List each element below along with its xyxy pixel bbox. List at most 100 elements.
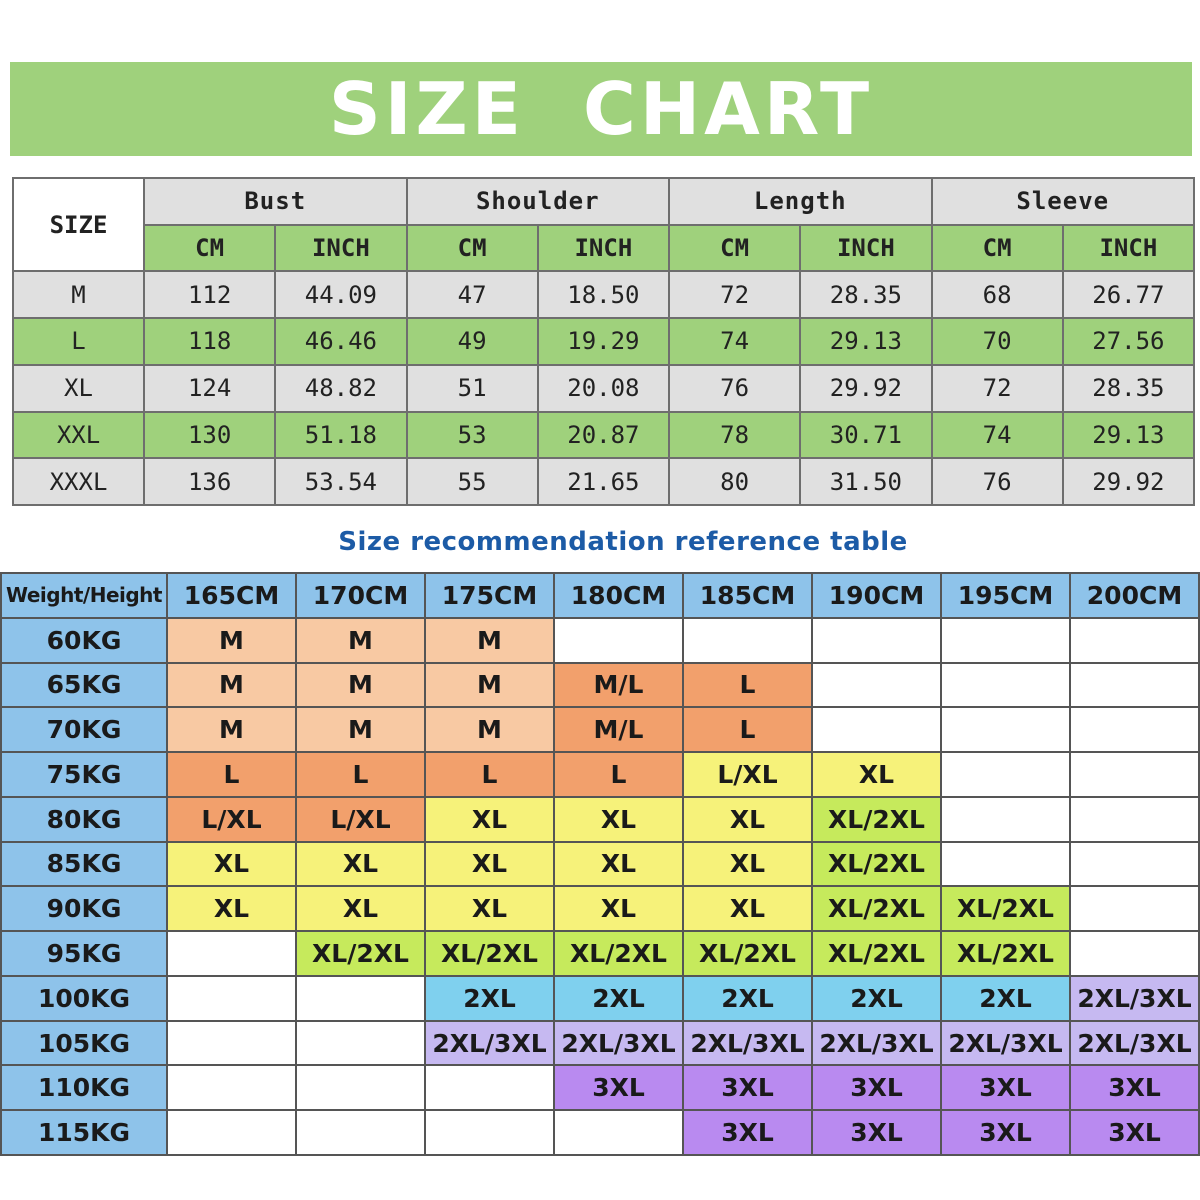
- recommended-size-cell: [1069, 706, 1200, 754]
- table-row: 60KG M M M: [0, 616, 1200, 664]
- table-row: 100KG 2XL 2XL 2XL 2XL 2XL 2XL/3XL: [0, 974, 1200, 1022]
- recommended-size-cell: 2XL/3XL: [811, 1019, 942, 1067]
- height-header: 175CM: [424, 572, 555, 619]
- measurement-cell: 28.35: [799, 270, 933, 320]
- table-row: 85KG XL XL XL XL XL XL/2XL: [0, 840, 1200, 888]
- recommended-size-cell: XL: [553, 795, 684, 843]
- page-title: SIZE CHART: [328, 67, 874, 151]
- recommended-size-cell: [682, 616, 813, 664]
- unit-header: INCH: [274, 223, 408, 273]
- measurement-cell: 30.71: [799, 410, 933, 460]
- measurement-cell: 72: [667, 270, 802, 320]
- recommended-size-cell: 2XL/3XL: [682, 1019, 813, 1067]
- recommended-size-cell: 2XL: [553, 974, 684, 1022]
- recommended-size-cell: [166, 1019, 297, 1067]
- recommended-size-cell: [940, 751, 1071, 798]
- size-column-header: SIZE: [12, 176, 145, 273]
- size-label: XXL: [12, 410, 145, 460]
- recommended-size-cell: XL: [553, 840, 684, 888]
- measurement-cell: 112: [142, 270, 277, 320]
- recommended-size-cell: 3XL: [553, 1064, 684, 1112]
- height-header: 170CM: [295, 572, 426, 619]
- measure-group-header: Length: [668, 177, 933, 226]
- recommended-size-cell: XL: [424, 795, 555, 843]
- recommended-size-cell: [553, 616, 684, 664]
- recommended-size-cell: 2XL: [811, 974, 942, 1022]
- weight-label: 65KG: [0, 661, 168, 709]
- measurement-cell: 74: [667, 317, 802, 366]
- recommended-size-cell: 2XL/3XL: [424, 1019, 555, 1067]
- weight-label: 115KG: [0, 1109, 168, 1156]
- table-row: L 118 46.46 49 19.29 74 29.13 70 27.56: [12, 317, 1196, 366]
- recommended-size-cell: [553, 1109, 684, 1156]
- recommended-size-cell: [811, 706, 942, 754]
- recommended-size-cell: XL: [424, 885, 555, 933]
- height-header: 195CM: [940, 572, 1071, 619]
- measurement-cell: 19.29: [536, 317, 671, 366]
- measurement-cell: 46.46: [274, 317, 408, 366]
- recommended-size-cell: 2XL: [682, 974, 813, 1022]
- recommended-size-cell: [940, 661, 1071, 709]
- recommended-size-cell: [166, 1064, 297, 1112]
- measurement-cell: 20.08: [536, 363, 671, 413]
- weight-label: 75KG: [0, 751, 168, 798]
- table-row: XXXL 136 53.54 55 21.65 80 31.50 76 29.92: [12, 457, 1196, 506]
- size-recommendation-table: Weight/Height 165CM 170CM 175CM 180CM 185CM 19…: [0, 572, 1200, 1156]
- measurement-cell: 44.09: [274, 270, 408, 320]
- title-banner: SIZE CHART: [10, 62, 1192, 156]
- weight-label: 80KG: [0, 795, 168, 843]
- recommended-size-cell: [1069, 930, 1200, 977]
- table-row: 80KG L/XL L/XL XL XL XL XL/2XL: [0, 795, 1200, 843]
- measurement-cell: 68: [930, 270, 1064, 320]
- recommended-size-cell: XL/2XL: [940, 930, 1071, 977]
- measurement-cell: 78: [667, 410, 802, 460]
- size-label: L: [12, 317, 145, 366]
- recommended-size-cell: [295, 1019, 426, 1067]
- recommended-size-cell: L/XL: [682, 751, 813, 798]
- recommended-size-cell: L: [295, 751, 426, 798]
- recommended-size-cell: [811, 661, 942, 709]
- recommended-size-cell: L: [166, 751, 297, 798]
- measurement-cell: 29.92: [1061, 457, 1196, 506]
- measurement-cell: 80: [667, 457, 802, 506]
- recommended-size-cell: 3XL: [940, 1109, 1071, 1156]
- recommended-size-cell: XL/2XL: [811, 840, 942, 888]
- recommended-size-cell: 3XL: [811, 1109, 942, 1156]
- measurement-cell: 21.65: [536, 457, 671, 506]
- table-row: M 112 44.09 47 18.50 72 28.35 68 26.77: [12, 270, 1196, 320]
- recommended-size-cell: M: [424, 616, 555, 664]
- recommended-size-cell: XL: [682, 840, 813, 888]
- measurement-cell: 76: [930, 457, 1064, 506]
- recommended-size-cell: [166, 930, 297, 977]
- measurement-cell: 72: [930, 363, 1064, 413]
- recommended-size-cell: XL: [295, 885, 426, 933]
- recommended-size-cell: L/XL: [166, 795, 297, 843]
- measurement-cell: 31.50: [799, 457, 933, 506]
- measurement-cell: 74: [930, 410, 1064, 460]
- recommended-size-cell: XL/2XL: [682, 930, 813, 977]
- table-row: XL 124 48.82 51 20.08 76 29.92 72 28.35: [12, 363, 1196, 413]
- unit-header: CM: [930, 223, 1064, 273]
- recommended-size-cell: [1069, 751, 1200, 798]
- measurement-cell: 29.13: [799, 317, 933, 366]
- weight-label: 60KG: [0, 616, 168, 664]
- measure-group-header: Bust: [143, 177, 408, 226]
- recommended-size-cell: [1069, 661, 1200, 709]
- measurement-cell: 124: [142, 363, 277, 413]
- measurement-cell: 18.50: [536, 270, 671, 320]
- recommended-size-cell: XL/2XL: [811, 795, 942, 843]
- recommended-size-cell: M: [166, 616, 297, 664]
- recommended-size-cell: 2XL/3XL: [1069, 974, 1200, 1022]
- recommended-size-cell: M: [166, 706, 297, 754]
- height-header-row: Weight/Height 165CM 170CM 175CM 180CM 185CM 19…: [0, 572, 1200, 619]
- recommended-size-cell: XL: [682, 885, 813, 933]
- recommended-size-cell: XL: [553, 885, 684, 933]
- recommended-size-cell: 3XL: [1069, 1109, 1200, 1156]
- size-label: M: [12, 270, 145, 320]
- measurement-cell: 29.92: [799, 363, 933, 413]
- recommended-size-cell: M/L: [553, 706, 684, 754]
- recommended-size-cell: XL/2XL: [811, 930, 942, 977]
- table-row: 95KG XL/2XL XL/2XL XL/2XL XL/2XL XL/2XL XL/2XL: [0, 930, 1200, 977]
- recommended-size-cell: M: [166, 661, 297, 709]
- recommended-size-cell: 3XL: [1069, 1064, 1200, 1112]
